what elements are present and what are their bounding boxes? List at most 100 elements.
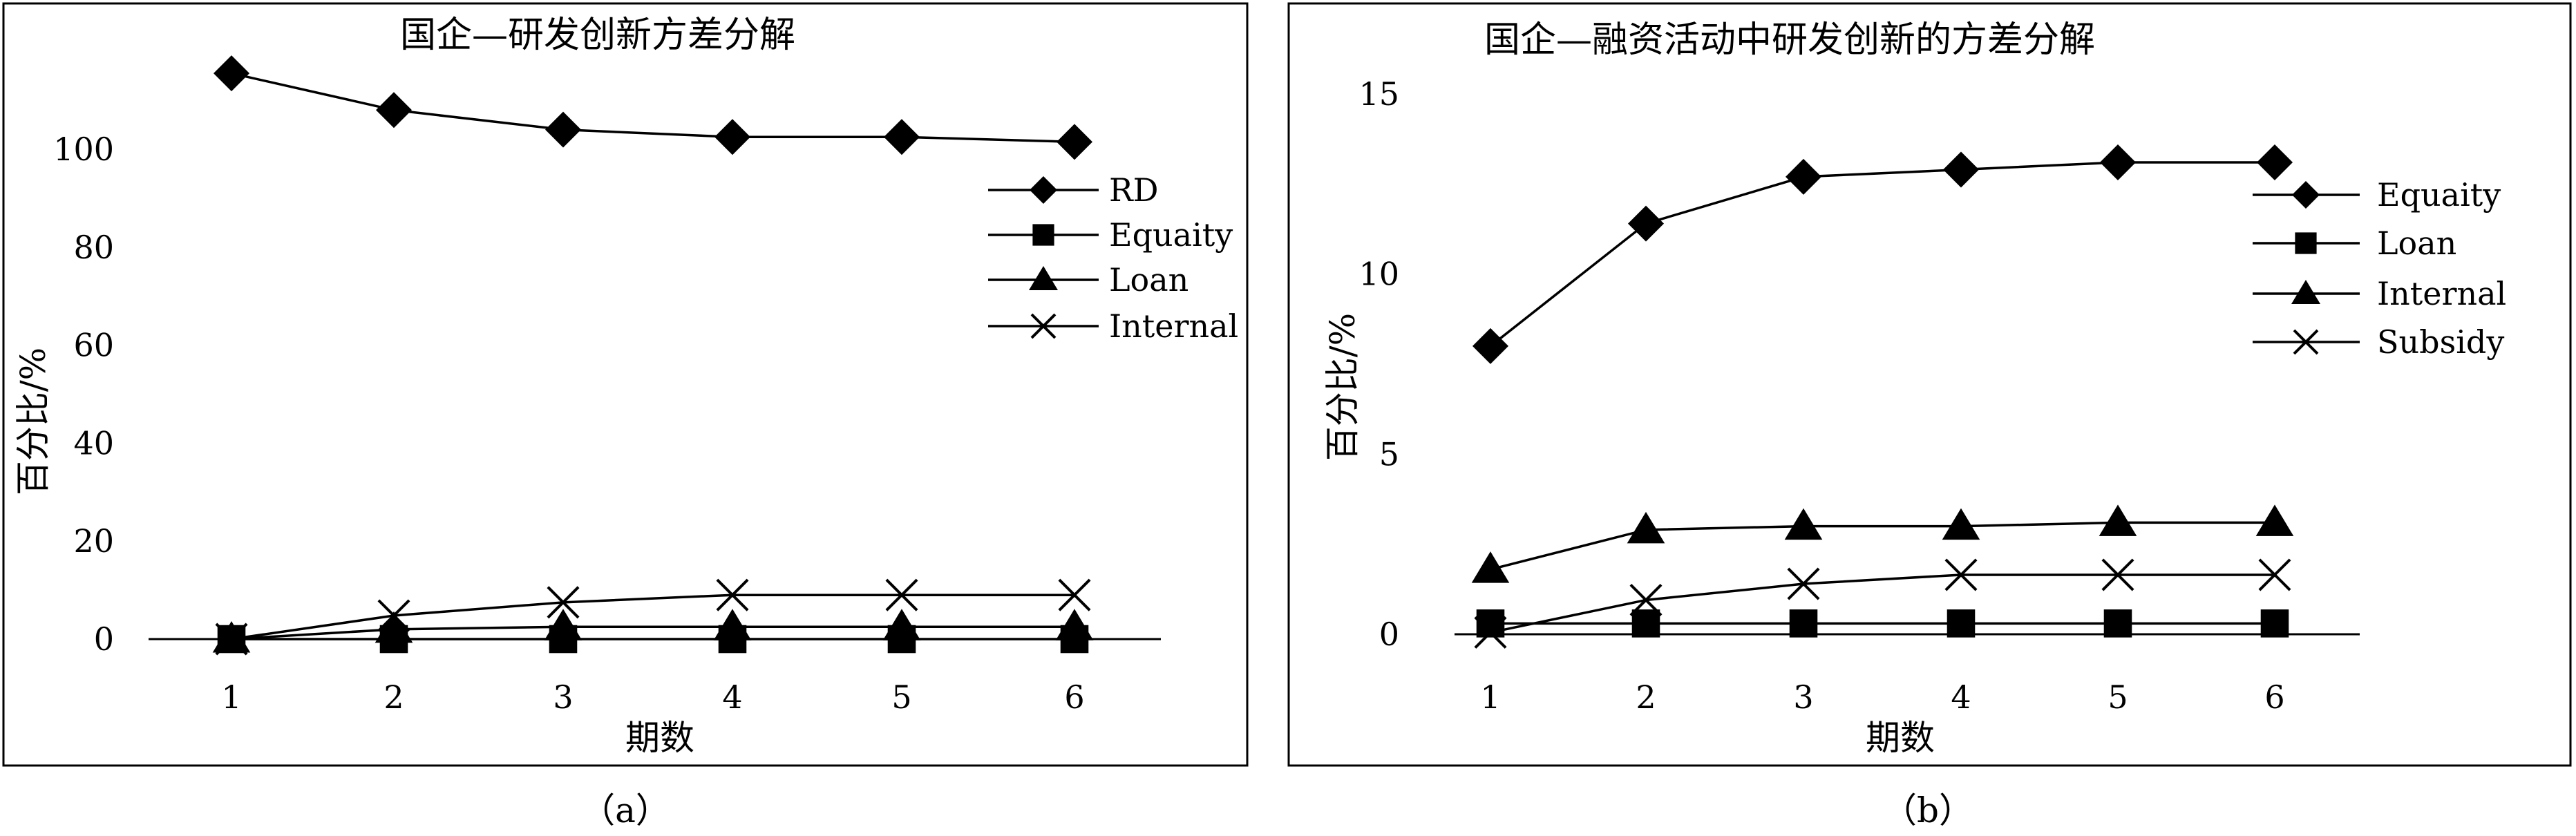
series-line (231, 72, 1075, 144)
legend-item: Internal (988, 307, 1238, 345)
legend-marker (2291, 280, 2320, 304)
y-tick-label: 0 (94, 620, 114, 658)
y-tick-label: 0 (1379, 616, 1399, 653)
data-point (2258, 558, 2291, 591)
data-point (714, 119, 750, 155)
data-point (1057, 124, 1092, 160)
x-tick-label: 5 (891, 678, 911, 716)
y-tick-label: 15 (1358, 75, 1399, 113)
data-point (2260, 609, 2289, 638)
data-point (885, 578, 918, 611)
data-point (1943, 151, 1979, 188)
data-point (2100, 144, 2136, 181)
legend-label: Loan (1109, 261, 1188, 298)
data-point (1060, 625, 1089, 654)
x-tick-label: 2 (383, 678, 404, 716)
data-point (1631, 609, 1660, 638)
series-line (231, 625, 1074, 640)
x-tick-label: 6 (1064, 678, 1084, 716)
data-point (1787, 567, 1820, 600)
data-point (716, 578, 749, 611)
data-point (214, 55, 249, 92)
series-loan (1476, 609, 2289, 638)
legend-marker (1030, 313, 1057, 339)
series-line (1489, 161, 2275, 348)
series-rd (214, 55, 1092, 160)
figure-caption: （b） (1882, 790, 1973, 830)
series-equaity (217, 625, 1089, 654)
x-tick-label: 1 (1480, 678, 1500, 716)
legend: Equaity Loan Internal Subsidy (2253, 176, 2506, 361)
legend-marker (2292, 181, 2320, 209)
series-loan (212, 609, 1094, 653)
legend-marker (1029, 266, 1058, 290)
legend-item: Internal (2253, 275, 2506, 312)
legend-item: RD (988, 171, 1159, 209)
legend-label: Loan (2377, 225, 2456, 262)
data-point (884, 119, 920, 155)
y-tick-label: 20 (73, 522, 114, 560)
data-point (2103, 609, 2132, 638)
data-point (2255, 504, 2294, 536)
y-axis-label: 百分比/% (1323, 313, 1363, 461)
data-point (1786, 158, 1821, 195)
legend-item: Loan (988, 261, 1188, 298)
data-point (1472, 327, 1508, 364)
data-point (217, 625, 246, 654)
series-line (231, 593, 1074, 640)
series-internal (215, 578, 1091, 656)
legend-item: Equaity (2253, 176, 2501, 213)
series-equaity (1472, 144, 2293, 364)
figure-caption: （a） (580, 790, 670, 830)
data-point (718, 625, 747, 654)
data-point (1947, 609, 1976, 638)
x-axis-label: 期数 (1866, 718, 1935, 758)
data-point (549, 625, 578, 654)
series-internal (1471, 504, 2294, 583)
data-point (1789, 609, 1818, 638)
x-tick-label: 4 (722, 678, 742, 716)
chart-panel-a: 国企—研发创新方差分解 0 20 40 60 80 100 1 2 3 4 5 6 期数 百分比/% RD Eq… (2, 2, 1249, 767)
y-tick-label: 40 (73, 424, 114, 462)
series-line (1490, 521, 2275, 571)
chart-title: 国企—融资活动中研发创新的方差分解 (1484, 19, 2095, 61)
data-point (2101, 558, 2134, 591)
x-tick-label: 3 (1793, 678, 1813, 716)
x-tick-label: 2 (1636, 678, 1656, 716)
data-point (1628, 205, 1664, 242)
x-tick-label: 6 (2264, 678, 2284, 716)
chart-title: 国企—研发创新方差分解 (400, 15, 795, 56)
legend-label: Equaity (2377, 176, 2501, 213)
data-point (376, 92, 412, 129)
y-tick-label: 100 (53, 131, 114, 168)
legend-label: Internal (2377, 275, 2506, 312)
data-point (1784, 508, 1823, 540)
data-point (545, 111, 581, 148)
data-point (547, 586, 580, 619)
data-point (1476, 609, 1505, 638)
legend-marker (2293, 329, 2319, 355)
chart-frame (1287, 2, 2572, 767)
y-axis-label: 百分比/% (13, 348, 53, 495)
y-tick-label: 80 (73, 229, 114, 266)
x-tick-label: 1 (221, 678, 241, 716)
legend-item: Subsidy (2253, 323, 2504, 361)
y-tick-label: 60 (73, 327, 114, 364)
x-tick-label: 4 (1951, 678, 1971, 716)
chart-frame (2, 2, 1249, 767)
legend-marker (2295, 232, 2317, 254)
legend-label: RD (1109, 171, 1159, 209)
series-line (1490, 573, 2275, 634)
legend-label: Internal (1109, 307, 1238, 345)
data-point (887, 625, 916, 654)
data-point (1942, 508, 1980, 540)
data-point (1471, 551, 1510, 583)
legend-item: Loan (2253, 225, 2456, 262)
data-point (1944, 558, 1978, 591)
x-tick-label: 5 (2108, 678, 2128, 716)
legend-label: Subsidy (2377, 323, 2504, 361)
data-point (1058, 578, 1091, 611)
x-axis-label: 期数 (625, 718, 694, 758)
